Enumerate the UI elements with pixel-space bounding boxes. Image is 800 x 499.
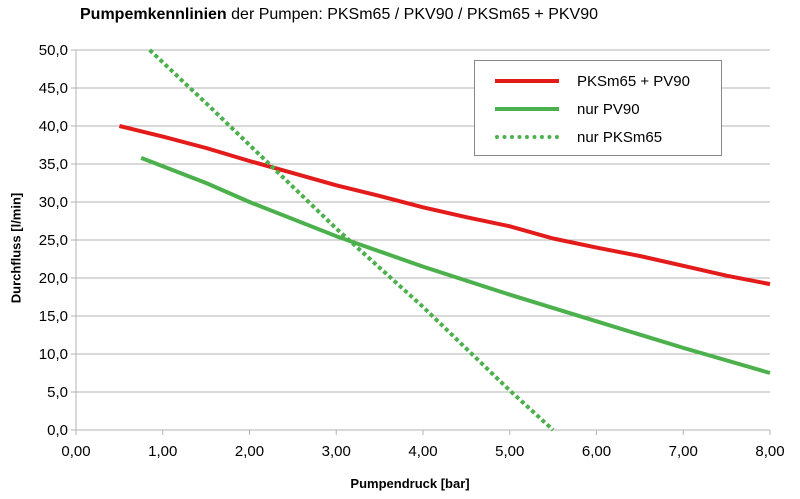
x-tick-label: 7,00: [669, 443, 698, 460]
legend-label: nur PKSm65: [577, 128, 663, 146]
x-tick-label: 8,00: [755, 443, 784, 460]
x-tick-label: 2,00: [235, 443, 264, 460]
x-tick-label: 6,00: [582, 443, 611, 460]
y-tick-label: 10,0: [39, 346, 68, 363]
tick-labels: 0,0 5,0 10,0 15,0 20,0 25,0 30,0 35,0 40,0 45,0 50…: [39, 42, 785, 460]
y-tick-label: 5,0: [47, 384, 68, 401]
series-line-nur-pv90: [140, 156, 771, 375]
legend-item: nur PV90: [495, 99, 640, 119]
chart-title-rest: der Pumpen: PKSm65 / PKV90 / PKSm65 + PK…: [226, 6, 599, 23]
x-tick-label: 1,00: [148, 443, 177, 460]
x-tick-label: 3,00: [322, 443, 351, 460]
x-tick-label: 4,00: [408, 443, 437, 460]
y-tick-label: 30,0: [39, 194, 68, 211]
y-tick-label: 45,0: [39, 80, 68, 97]
y-tick-label: 20,0: [39, 270, 68, 287]
series-line-pksm65-pv90: [118, 124, 771, 287]
legend-item: PKSm65 + PV90: [495, 71, 690, 91]
y-tick-label: 15,0: [39, 308, 68, 325]
legend-swatch-pv90: [495, 107, 559, 111]
series-line-nur-pksm65: [148, 48, 555, 432]
legend-swatch-pksm65: [495, 135, 559, 139]
x-axis-label: Pumpendruck [bar]: [350, 476, 470, 491]
x-tick-label: 0,00: [61, 443, 90, 460]
y-tick-label: 0,0: [47, 422, 68, 439]
legend-label: PKSm65 + PV90: [577, 72, 690, 90]
series-lines: [118, 48, 771, 432]
y-tick-label: 25,0: [39, 232, 68, 249]
legend-label: nur PV90: [577, 100, 640, 118]
chart-title: Pumpemkennlinien der Pumpen: PKSm65 / PK…: [80, 6, 598, 24]
legend-swatch-pksm65-pv90: [495, 79, 559, 83]
y-tick-label: 50,0: [39, 42, 68, 59]
y-axis-label: Durchfluss [l/min]: [8, 192, 24, 304]
chart-title-bold: Pumpemkennlinien: [80, 6, 227, 23]
y-tick-label: 40,0: [39, 118, 68, 135]
y-tick-label: 35,0: [39, 156, 68, 173]
axes: [71, 49, 771, 435]
x-tick-label: 5,00: [495, 443, 524, 460]
legend: PKSm65 + PV90 nur PV90 nur PKSm65: [474, 60, 722, 156]
legend-item: nur PKSm65: [495, 127, 662, 147]
gridlines: [76, 49, 770, 393]
